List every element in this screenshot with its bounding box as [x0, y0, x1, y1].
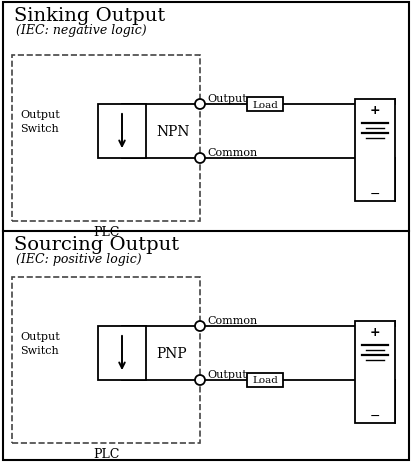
- Circle shape: [195, 100, 205, 110]
- Bar: [247, 373, 283, 387]
- Text: +: +: [370, 103, 380, 116]
- Text: (IEC: positive logic): (IEC: positive logic): [16, 252, 142, 265]
- Text: PNP: PNP: [156, 346, 187, 360]
- Text: +: +: [370, 325, 380, 338]
- Text: Load: Load: [252, 100, 278, 109]
- Bar: [98, 105, 146, 159]
- Circle shape: [195, 321, 205, 332]
- Bar: [247, 98, 283, 112]
- Text: Output
Switch: Output Switch: [20, 332, 60, 355]
- Text: Common: Common: [207, 315, 257, 325]
- Bar: [355, 321, 395, 423]
- Text: Load: Load: [252, 375, 278, 385]
- Text: Common: Common: [207, 148, 257, 158]
- Text: −: −: [370, 409, 380, 422]
- Bar: [355, 100, 395, 201]
- Text: PLC: PLC: [93, 447, 119, 460]
- Text: Output: Output: [207, 369, 247, 379]
- Text: Sinking Output: Sinking Output: [14, 7, 165, 25]
- Bar: [98, 326, 146, 380]
- Circle shape: [195, 154, 205, 163]
- Bar: [12, 277, 200, 443]
- Text: Sourcing Output: Sourcing Output: [14, 236, 179, 253]
- Text: PLC: PLC: [93, 225, 119, 238]
- Text: Output: Output: [207, 94, 247, 104]
- Text: −: −: [370, 187, 380, 200]
- Text: Output
Switch: Output Switch: [20, 110, 60, 133]
- Text: NPN: NPN: [156, 125, 190, 139]
- Text: (IEC: negative logic): (IEC: negative logic): [16, 24, 147, 37]
- Circle shape: [195, 375, 205, 385]
- Bar: [12, 56, 200, 221]
